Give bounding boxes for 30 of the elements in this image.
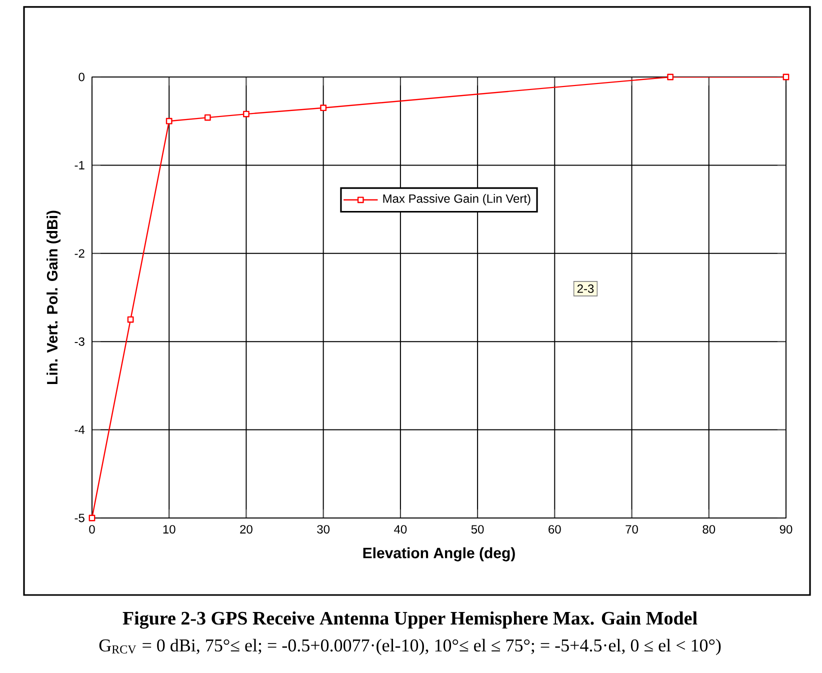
point [88, 514, 96, 522]
y-axis-title: Lin. Vert. Pol. Gain (dBi) [46, 210, 61, 384]
point [782, 74, 790, 80]
x-tick-label: 90 [780, 525, 792, 534]
point [320, 104, 327, 112]
y-tick-label: -5 [74, 514, 84, 522]
y-tick-label: -1 [74, 161, 84, 170]
x-tick-label: 80 [702, 525, 716, 534]
point [204, 114, 211, 121]
x-tick-label: 60 [548, 525, 561, 534]
x-tick-label: 10 [163, 525, 176, 534]
y-tick-label: -2 [74, 249, 84, 258]
text: G$_{RCV}$ = 0 dBi, 75°≤ el; = -0.5+0.0077·(el-10), 10°≤ el ≤ 75°; = -5+4.5·el, 0 ≤ el < 10°) [99, 638, 721, 656]
x-tick-label: 50 [471, 525, 484, 534]
y-tick-label: 0 [78, 72, 84, 82]
x-tick-label: 30 [317, 525, 330, 534]
point [667, 74, 674, 80]
annotation: 2-3 [577, 284, 594, 293]
x-tick-label: 20 [240, 525, 252, 534]
y-tick-label: -4 [74, 426, 85, 434]
point [166, 118, 172, 124]
point [127, 316, 134, 323]
x-axis-title: Elevation Angle (deg) [363, 547, 515, 562]
x-tick-label: 0 [89, 525, 95, 534]
x-tick-label: 40 [394, 525, 407, 534]
point [243, 110, 250, 118]
text: Figure 2-3 GPS Receive Antenna Upper Hemisphere Max. Gain Model [122, 611, 698, 629]
legend-label: Max Passive Gain (Lin Vert) [383, 194, 530, 206]
y-tick-label: -3 [74, 337, 84, 346]
x-tick-label: 70 [626, 525, 638, 534]
